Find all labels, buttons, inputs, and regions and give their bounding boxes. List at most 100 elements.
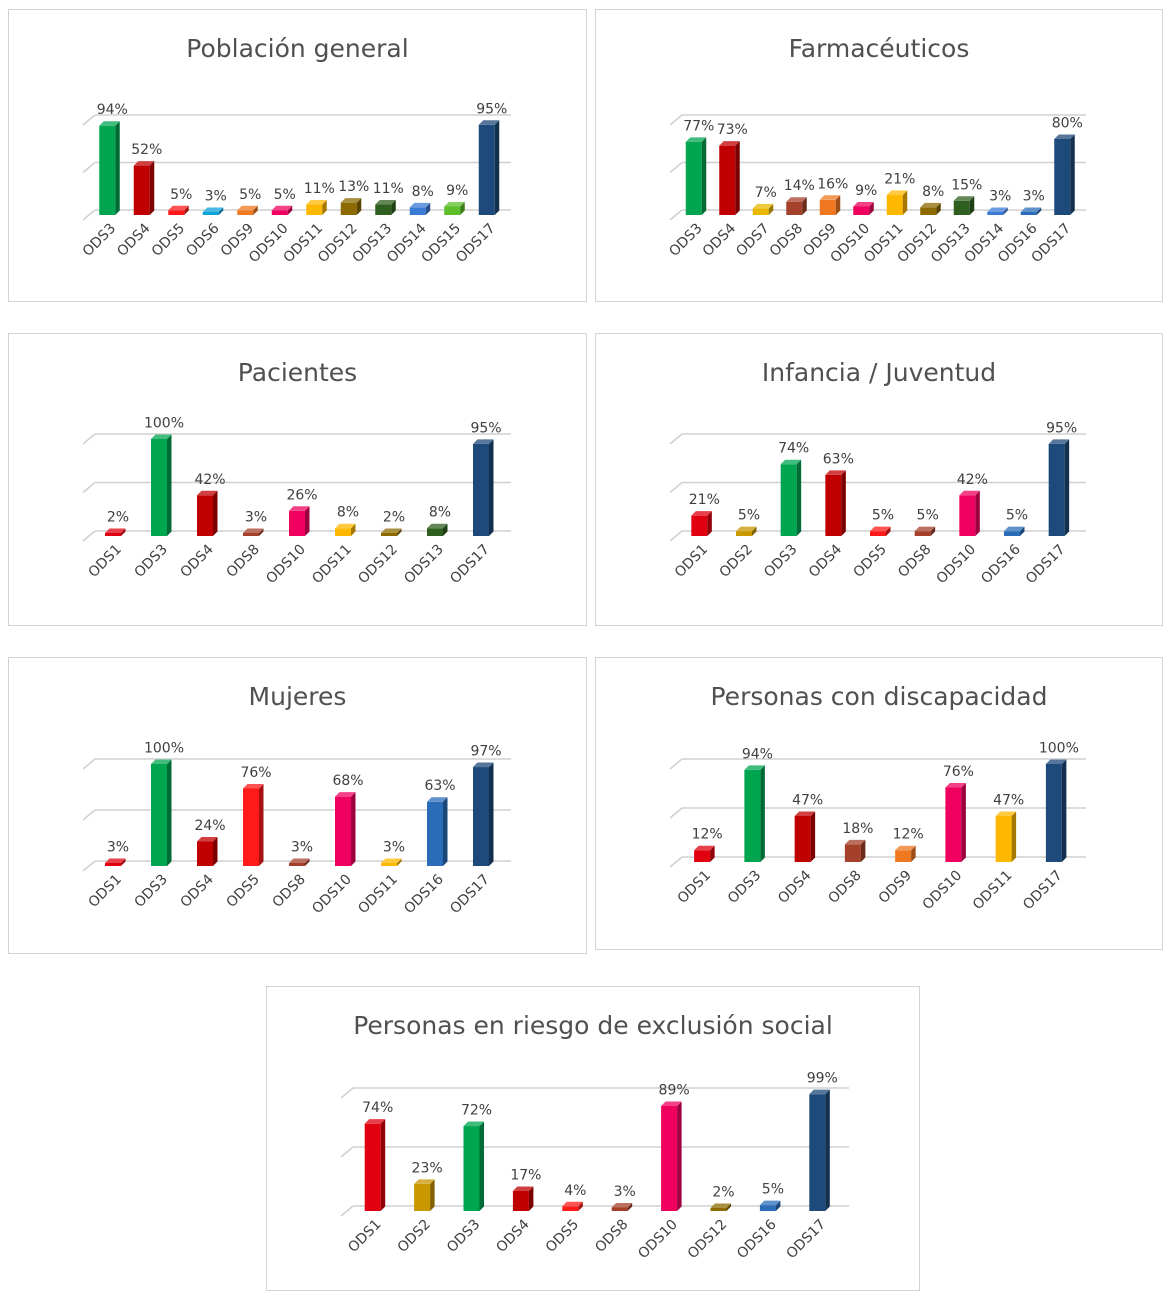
- bar-top: [463, 1121, 484, 1127]
- x-tick-label: ODS3: [80, 221, 119, 260]
- bar-top: [945, 783, 966, 788]
- bar-side: [305, 506, 310, 536]
- x-tick-label: ODS1: [345, 1217, 384, 1256]
- bar-front: [381, 533, 397, 536]
- gridline: [82, 161, 96, 174]
- bar-side: [768, 203, 774, 215]
- data-label: 2%: [107, 510, 129, 526]
- bar-ods11: [306, 200, 327, 215]
- x-tick-label: ODS4: [178, 541, 217, 580]
- bar-top: [237, 205, 258, 211]
- bar-side: [489, 439, 494, 536]
- gridline: [82, 530, 96, 542]
- bar-ods8: [786, 197, 807, 215]
- gridline: [669, 530, 683, 542]
- bar-top: [959, 490, 980, 496]
- bar-chart: 94%ODS352%ODS45%ODS53%ODS65%ODS95%ODS101…: [80, 101, 511, 266]
- bar-ods14: [987, 207, 1008, 215]
- x-tick-label: ODS8: [224, 542, 263, 581]
- bar-top: [473, 762, 494, 768]
- gridline: [669, 758, 683, 770]
- bar-ods5: [562, 1201, 583, 1211]
- chart-title: Población general: [186, 34, 409, 63]
- bar-front: [99, 125, 116, 215]
- chart-panel-pacientes: Pacientes 2% ODS1 100% ODS3 42% ODS4 3% ODS8 26%…: [8, 333, 587, 626]
- bar-side: [494, 120, 500, 215]
- bar-side: [841, 470, 846, 536]
- x-tick-label: ODS1: [86, 872, 125, 911]
- x-tick-label: ODS16: [978, 541, 1024, 587]
- x-tick-label: ODS8: [592, 1217, 631, 1256]
- bar-ods17: [473, 439, 494, 536]
- bar-top: [444, 201, 465, 207]
- bar-side: [259, 783, 264, 866]
- bar-side: [726, 1203, 731, 1211]
- x-tick-label: ODS4: [178, 871, 217, 910]
- chart-panel-poblacion-general: Población general 94% ODS3 52% ODS4 5% ODS5 3%…: [8, 9, 587, 302]
- bar-ods3: [99, 121, 120, 215]
- chart-title: Personas en riesgo de exclusión social: [353, 1011, 833, 1040]
- bar-top: [780, 459, 802, 465]
- bar-ods9: [237, 205, 258, 215]
- bar-front: [819, 199, 836, 215]
- bar-side: [528, 1186, 534, 1211]
- bar-top: [375, 200, 396, 205]
- bar-ods8: [289, 858, 310, 866]
- bar-side: [911, 845, 916, 862]
- gridline: [669, 161, 683, 174]
- bar-top: [1054, 134, 1075, 139]
- bar-top: [661, 1101, 682, 1106]
- chart-title: Mujeres: [248, 682, 347, 711]
- bar-side: [796, 459, 802, 536]
- x-tick-label: ODS16: [734, 1216, 780, 1262]
- bar-ods4: [794, 811, 816, 862]
- x-tick-label: ODS13: [401, 542, 447, 588]
- bar-ods17: [1045, 759, 1067, 862]
- bar-top: [168, 205, 189, 211]
- data-label: 74%: [778, 441, 809, 457]
- gridline: [669, 114, 683, 126]
- bar-front: [809, 1094, 826, 1211]
- bar-ods3: [463, 1121, 484, 1211]
- bar-front: [1004, 531, 1020, 536]
- bar-front: [1020, 212, 1037, 215]
- bar-front: [364, 1123, 381, 1211]
- bar-ods8: [243, 528, 264, 536]
- bar-top: [340, 198, 362, 203]
- data-label: 95%: [476, 101, 507, 117]
- bar-side: [869, 201, 874, 215]
- bar-top: [752, 203, 774, 209]
- bar-ods12: [920, 202, 941, 215]
- bar-front: [1045, 764, 1062, 862]
- data-label: 5%: [1006, 508, 1028, 524]
- x-tick-label: ODS10: [309, 872, 355, 918]
- bar-ods2: [414, 1179, 435, 1211]
- bar-chart: 74% ODS1 23% ODS2 72% ODS3 17% ODS4 4% ODS5 3% ODS8…: [340, 1071, 849, 1262]
- bar-side: [391, 200, 396, 215]
- bar-top: [786, 197, 807, 202]
- bar-side: [701, 137, 707, 215]
- bar-front: [151, 764, 167, 866]
- bar-ods17: [1048, 439, 1070, 536]
- bar-front: [945, 787, 962, 862]
- bar-top: [1004, 526, 1025, 532]
- data-label: 12%: [692, 827, 723, 843]
- data-label: 5%: [762, 1182, 784, 1198]
- data-label: 2%: [712, 1185, 734, 1201]
- bar-side: [443, 523, 448, 536]
- bar-top: [151, 434, 172, 439]
- bar-side: [760, 765, 765, 862]
- bar-ods12: [710, 1203, 731, 1211]
- bar-top: [819, 195, 841, 200]
- bar-ods17: [1054, 134, 1075, 215]
- chart-panel-infancia-juventud: Infancia / Juventud 21% ODS1 5% ODS2 74% ODS3…: [595, 333, 1163, 626]
- bar-front: [691, 515, 708, 536]
- bar-side: [479, 1121, 484, 1211]
- data-label: 74%: [362, 1100, 393, 1116]
- bar-top: [105, 528, 126, 533]
- data-label: 7%: [755, 185, 777, 201]
- bar-side: [218, 207, 224, 215]
- bar-ods10: [945, 783, 966, 862]
- bar-side: [121, 528, 126, 536]
- bar-front: [197, 495, 213, 536]
